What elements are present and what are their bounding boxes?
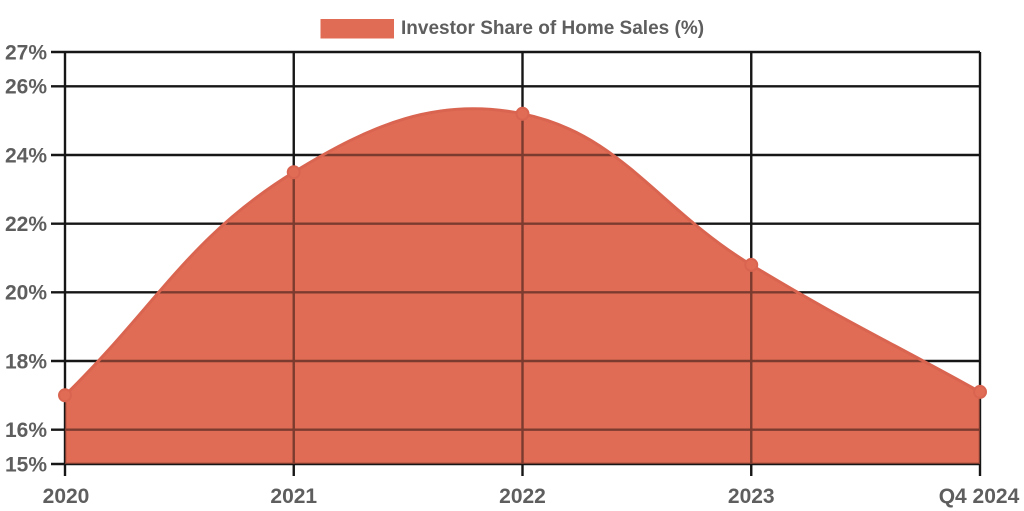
- svg-text:Investor Share of Home Sales (: Investor Share of Home Sales (%): [401, 18, 704, 39]
- svg-text:2023: 2023: [728, 485, 775, 508]
- svg-text:16%: 16%: [5, 419, 47, 442]
- svg-text:2021: 2021: [270, 485, 317, 508]
- svg-text:24%: 24%: [5, 144, 47, 167]
- svg-text:15%: 15%: [5, 453, 47, 476]
- svg-text:18%: 18%: [5, 350, 47, 373]
- svg-text:20%: 20%: [5, 282, 47, 305]
- svg-text:22%: 22%: [5, 213, 47, 236]
- svg-text:27%: 27%: [5, 41, 47, 64]
- svg-text:2020: 2020: [43, 485, 90, 508]
- svg-text:26%: 26%: [5, 76, 47, 99]
- svg-text:2022: 2022: [499, 485, 546, 508]
- svg-text:Q4 2024: Q4 2024: [939, 485, 1020, 508]
